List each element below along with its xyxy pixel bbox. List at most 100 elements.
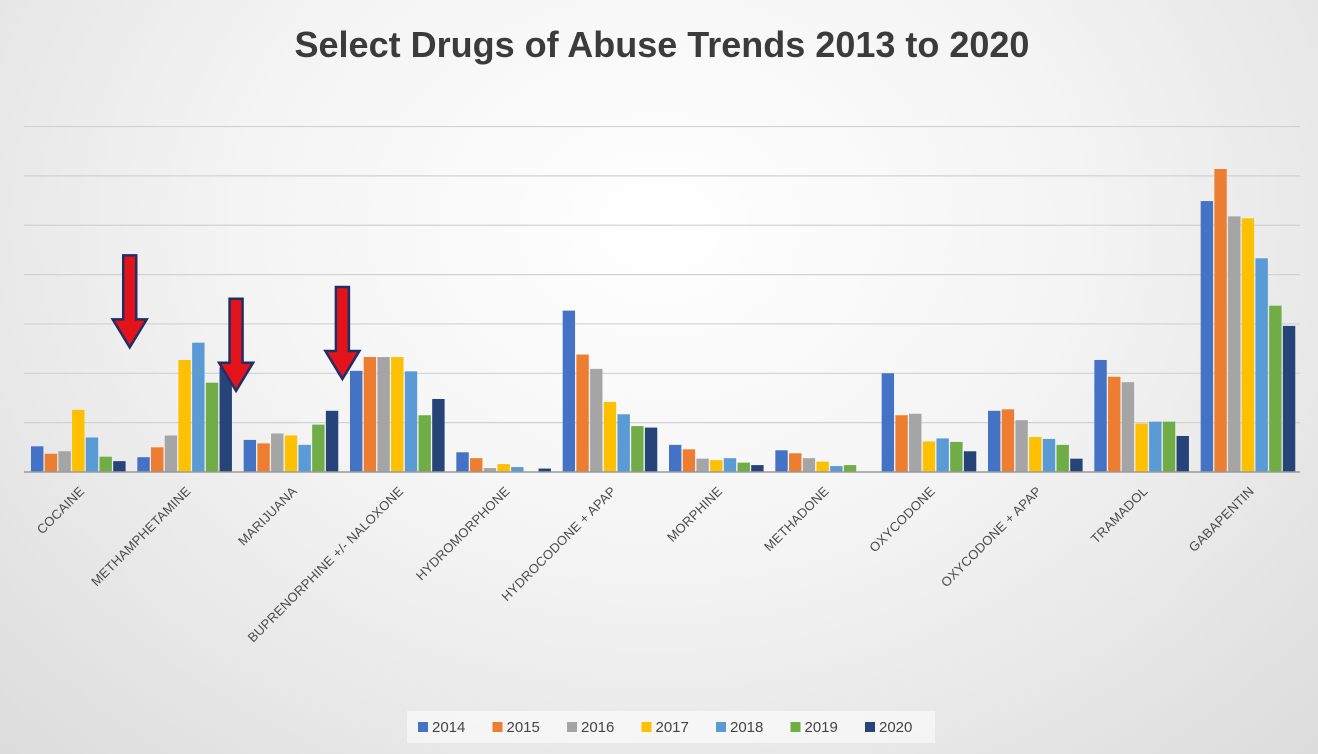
chart-title: Select Drugs of Abuse Trends 2013 to 202… xyxy=(295,24,1030,65)
x-tick-label: HYDROMORPHONE xyxy=(413,483,513,583)
bar-2019 xyxy=(843,465,857,472)
bar-2020 xyxy=(432,398,445,472)
annotation-arrows xyxy=(110,254,362,394)
x-tick-label: METHADONE xyxy=(761,483,832,554)
bar-2020 xyxy=(1070,458,1083,472)
legend-swatch xyxy=(716,722,726,732)
bar-2019 xyxy=(99,456,112,472)
legend-swatch xyxy=(418,722,428,732)
bar-2015 xyxy=(44,453,58,472)
bar-2018 xyxy=(298,444,311,472)
legend-swatch xyxy=(641,722,652,732)
bar-2014 xyxy=(881,373,895,472)
legend-label: 2015 xyxy=(507,719,540,736)
bar-2014 xyxy=(31,446,44,472)
x-tick-label: TRAMADOL xyxy=(1088,484,1151,547)
x-tick-label: OXYCODONE + APAP xyxy=(938,484,1044,590)
bar-2020 xyxy=(325,410,339,472)
x-tick-label: OXYCODONE xyxy=(866,483,938,555)
legend-swatch xyxy=(865,722,875,732)
bar-2017 xyxy=(1029,436,1042,472)
bar-2014 xyxy=(1094,359,1107,472)
bar-2018 xyxy=(830,466,843,472)
bar-2014 xyxy=(775,450,788,472)
bar-2015 xyxy=(151,447,164,472)
bar-2020 xyxy=(1282,325,1296,472)
x-tick-label: MARIJUANA xyxy=(235,483,300,548)
bar-2017 xyxy=(922,441,936,472)
bar-2018 xyxy=(617,414,630,472)
bar-2019 xyxy=(205,382,219,472)
down-arrow xyxy=(110,254,149,350)
legend: 2014 2015 2016 2017 2018 2019 2020 xyxy=(407,711,935,743)
bar-2018 xyxy=(1255,258,1268,472)
bar-2019 xyxy=(1056,444,1069,472)
bar-2017 xyxy=(1241,218,1255,472)
bar-2014 xyxy=(456,452,469,472)
bar-2015 xyxy=(895,415,908,472)
bar-2020 xyxy=(644,427,658,472)
bar-2015 xyxy=(470,458,483,472)
bar-2016 xyxy=(377,357,390,472)
bar-2015 xyxy=(363,357,377,472)
bar-2020 xyxy=(219,367,232,472)
bar-2018 xyxy=(85,437,99,472)
bar-2020 xyxy=(1176,435,1189,472)
legend-label: 2017 xyxy=(656,719,689,736)
bar-2015 xyxy=(1001,409,1015,472)
bar-2017 xyxy=(72,409,85,472)
bar-2020 xyxy=(113,461,126,472)
bar-2019 xyxy=(1162,421,1176,472)
bar-2017 xyxy=(497,464,510,472)
bar-2017 xyxy=(816,461,829,472)
bar-2019 xyxy=(737,462,750,472)
bar-2016 xyxy=(696,458,709,472)
bar-2019 xyxy=(312,424,325,472)
bar-2015 xyxy=(682,449,696,472)
bar-2015 xyxy=(257,443,270,472)
bar-2019 xyxy=(418,415,431,472)
bar-2016 xyxy=(1228,216,1241,472)
legend-swatch xyxy=(492,722,503,732)
bar-2017 xyxy=(1135,423,1148,472)
legend-label: 2018 xyxy=(730,719,763,736)
bar-2017 xyxy=(603,401,617,472)
bar-2014 xyxy=(137,457,150,472)
bar-2019 xyxy=(631,426,644,472)
bar-2015 xyxy=(789,453,802,472)
bar-2020 xyxy=(751,465,764,472)
bar-2014 xyxy=(988,410,1001,472)
bar-2014 xyxy=(350,370,363,472)
bar-2019 xyxy=(1269,305,1282,472)
down-arrow xyxy=(216,297,256,394)
bar-2018 xyxy=(1042,438,1056,472)
legend-swatch xyxy=(790,722,801,732)
bar-2020 xyxy=(963,451,977,472)
bar-2018 xyxy=(1149,421,1162,472)
bar-2014 xyxy=(669,444,682,472)
bar-2016 xyxy=(590,368,603,472)
bar-2016 xyxy=(58,451,71,472)
bar-2018 xyxy=(723,458,737,472)
bar-2015 xyxy=(1214,168,1227,473)
bar-2017 xyxy=(710,460,723,472)
legend-label: 2014 xyxy=(432,719,465,736)
x-tick-label: GABAPENTIN xyxy=(1186,484,1257,555)
bar-2020 xyxy=(538,468,551,472)
legend-swatch xyxy=(567,722,577,732)
x-tick-label: METHAMPHETAMINE xyxy=(88,483,194,589)
bar-2016 xyxy=(164,435,178,472)
bar-2016 xyxy=(1121,382,1135,472)
down-arrow xyxy=(323,285,362,382)
x-tick-label: COCAINE xyxy=(34,483,88,537)
bar-2014 xyxy=(562,310,576,472)
bar-2016 xyxy=(802,458,816,472)
bar-2018 xyxy=(936,438,949,472)
bar-2017 xyxy=(391,357,404,472)
x-tick-label: HYDROCODONE + APAP xyxy=(498,484,619,605)
bar-2014 xyxy=(243,439,257,472)
bar-2015 xyxy=(1108,376,1121,472)
bar-2017 xyxy=(178,359,191,472)
x-axis: COCAINE METHAMPHETAMINE MARIJUANABUPRENORP… xyxy=(24,471,1300,645)
